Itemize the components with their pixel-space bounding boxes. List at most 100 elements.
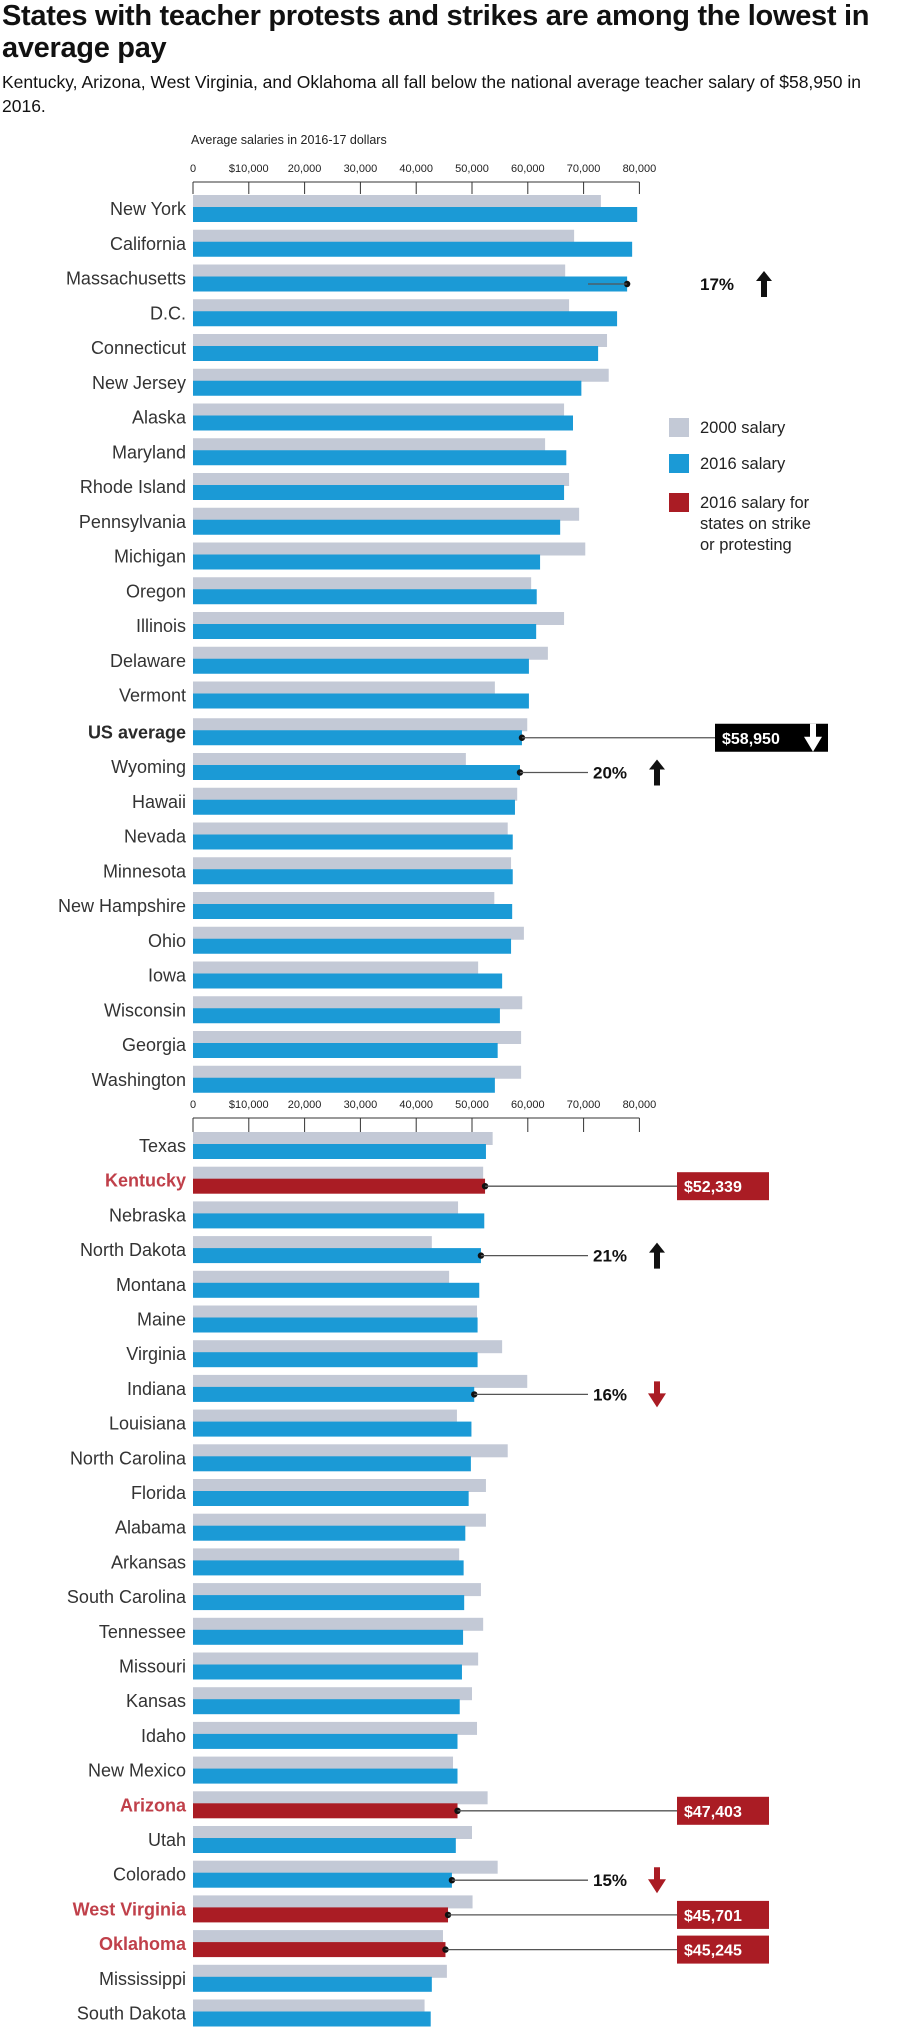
bar-2016-salary <box>193 1144 486 1159</box>
bar-2016-salary <box>193 1282 480 1298</box>
bar-2000-salary <box>193 438 546 452</box>
value-callout-box <box>677 1172 769 1201</box>
state-label: Tennessee <box>99 1622 186 1642</box>
value-callout-box <box>677 1796 769 1825</box>
state-label: Michigan <box>114 547 186 567</box>
x-tick-label: 50,000 <box>455 163 489 175</box>
state-label: Minnesota <box>103 861 187 881</box>
legend-label: states on strike <box>700 515 811 533</box>
state-label: Alaska <box>132 408 187 428</box>
bar-2000-salary <box>193 577 532 591</box>
state-label: North Dakota <box>80 1240 187 1260</box>
bar-2000-salary <box>193 1409 457 1423</box>
bar-2016-salary-strike <box>193 1907 449 1923</box>
bar-2000-salary <box>193 403 565 417</box>
x-tick-label: 50,000 <box>455 1099 489 1111</box>
state-label: Montana <box>116 1275 187 1295</box>
state-label: New Hampshire <box>58 896 186 916</box>
state-label: Georgia <box>122 1035 187 1055</box>
bar-2000-salary <box>193 1132 493 1145</box>
bar-2016-salary <box>193 765 520 780</box>
bar-2000-salary <box>193 229 575 243</box>
state-label: Louisiana <box>109 1414 187 1434</box>
state-label: Kentucky <box>105 1171 186 1191</box>
bar-2016-salary <box>193 1213 485 1229</box>
legend-label: 2000 salary <box>700 419 786 437</box>
bar-2016-salary <box>193 1386 475 1402</box>
bar-2016-salary <box>193 2011 431 2027</box>
bar-2000-salary <box>193 473 570 486</box>
bar-2016-salary <box>193 276 628 292</box>
state-label: Mississippi <box>99 1969 186 1989</box>
value-callout-label: $52,339 <box>684 1179 742 1196</box>
bar-2016-salary <box>193 834 513 850</box>
bar-2016-salary <box>193 1077 495 1093</box>
bar-2016-salary <box>193 1317 478 1333</box>
bar-2016-salary <box>193 1768 458 1784</box>
state-label: New Mexico <box>88 1761 186 1781</box>
bar-2016-salary <box>193 450 567 466</box>
percent-change-label: 16% <box>593 1385 627 1404</box>
bar-2000-salary <box>193 1583 481 1597</box>
bar-2000-salary <box>193 1964 447 1978</box>
bar-2016-salary <box>193 730 522 746</box>
legend-label: 2016 salary <box>700 455 786 473</box>
x-tick-label: 20,000 <box>288 163 322 175</box>
bar-2016-salary <box>193 589 537 605</box>
legend-swatch <box>669 418 689 437</box>
bar-2000-salary <box>193 1201 459 1215</box>
bar-2016-salary <box>193 1525 466 1541</box>
bar-2000-salary <box>193 1548 460 1562</box>
x-tick-label: 40,000 <box>399 1099 433 1111</box>
bar-2000-salary <box>193 1444 508 1458</box>
x-tick-label: 0 <box>190 163 196 175</box>
value-callout-label: $45,701 <box>684 1908 742 1925</box>
state-label: Kansas <box>126 1691 186 1711</box>
annotation-dot <box>444 1911 452 1919</box>
state-label: Utah <box>148 1830 186 1850</box>
bars-group: New York California Massachusetts D.C. Conne… <box>58 195 638 2027</box>
state-label: West Virginia <box>73 1899 187 1919</box>
state-label: Oregon <box>126 581 186 601</box>
bar-2000-salary <box>193 264 566 278</box>
arrow-down-icon <box>804 723 822 752</box>
bar-2000-salary <box>193 753 466 766</box>
bar-2016-salary <box>193 693 529 709</box>
x-tick-label: 60,000 <box>511 163 545 175</box>
bar-2000-salary <box>193 718 528 732</box>
percent-change-label: 21% <box>593 1247 627 1266</box>
bar-2000-salary <box>193 612 565 625</box>
state-label: New York <box>110 199 187 219</box>
bar-2016-salary <box>193 869 513 885</box>
bar-2000-salary <box>193 1895 473 1909</box>
bar-2000-salary <box>193 822 508 836</box>
state-label: Maryland <box>112 442 186 462</box>
state-label: Vermont <box>119 686 186 706</box>
bar-2000-salary <box>193 1791 488 1805</box>
bar-2000-salary <box>193 1617 484 1631</box>
bar-2000-salary <box>193 961 479 975</box>
x-tick-label: 30,000 <box>344 163 378 175</box>
x-tick-label: 20,000 <box>288 1099 322 1111</box>
bar-2000-salary <box>193 681 495 695</box>
annotations-group: 17% $58,950 20% $52,339 21% 16% $47,403 15% $45,… <box>442 271 828 1964</box>
bar-2000-salary <box>193 857 512 871</box>
bar-2016-salary <box>193 1456 471 1472</box>
x-tick-label: 80,000 <box>623 163 657 175</box>
bar-2016-salary <box>193 1872 452 1888</box>
arrow-down-icon <box>648 1867 666 1894</box>
bar-2016-salary <box>193 1838 456 1853</box>
bar-2016-salary <box>193 311 618 327</box>
bar-2016-salary <box>193 1733 458 1749</box>
bar-2016-salary <box>193 207 638 222</box>
x-tick-label: 30,000 <box>344 1099 378 1111</box>
bar-2016-salary <box>193 415 573 431</box>
state-label: North Carolina <box>70 1448 187 1468</box>
bar-2016-salary <box>193 624 537 639</box>
bar-2016-salary <box>193 1976 432 1992</box>
value-callout-box <box>677 1935 769 1964</box>
bar-2016-salary <box>193 1560 464 1576</box>
state-label: New Jersey <box>92 373 186 393</box>
arrow-down-icon <box>648 1381 666 1408</box>
